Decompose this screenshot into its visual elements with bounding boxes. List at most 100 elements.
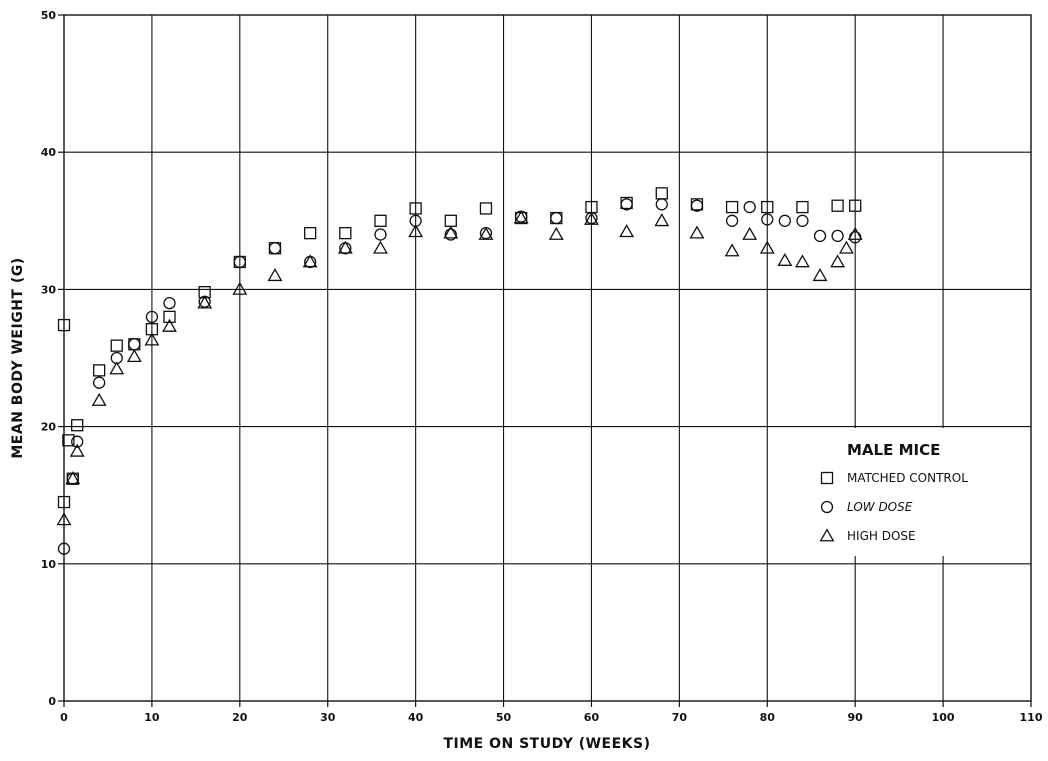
- triangle-marker: [197, 295, 213, 309]
- circle-marker: [233, 255, 246, 269]
- circle-marker: [796, 214, 809, 227]
- x-tick-label: 60: [584, 711, 600, 724]
- x-axis-title: TIME ON STUDY (WEEKS): [443, 736, 650, 752]
- triangle-marker: [838, 240, 854, 254]
- y-tick-label: 40: [41, 146, 57, 159]
- legend-label: LOW DOSE: [847, 500, 913, 514]
- square-marker: [761, 200, 774, 214]
- x-tick-label: 90: [848, 711, 864, 724]
- circle-marker: [778, 214, 792, 227]
- triangle-marker: [408, 224, 424, 238]
- square-marker: [339, 226, 352, 240]
- triangle-marker: [337, 240, 353, 254]
- square-marker: [444, 214, 457, 227]
- circle-marker: [374, 228, 387, 241]
- triangle-marker: [724, 243, 740, 257]
- legend-square-icon: [820, 471, 834, 485]
- triangle-marker: [65, 471, 81, 485]
- x-tick-label: 20: [232, 711, 248, 724]
- x-tick-label: 40: [408, 711, 424, 724]
- triangle-marker: [126, 348, 142, 363]
- triangle-marker: [56, 512, 72, 526]
- triangle-marker: [478, 226, 494, 240]
- y-tick-label: 50: [41, 9, 57, 22]
- square-marker: [71, 419, 84, 432]
- legend-background: [815, 428, 1015, 556]
- y-tick-label: 10: [41, 558, 57, 571]
- square-marker: [62, 434, 75, 447]
- square-marker: [303, 226, 317, 240]
- triangle-marker: [144, 332, 160, 346]
- legend-items: MATCHED CONTROL LOW DOSE HIGH DOSE: [819, 471, 968, 543]
- circle-marker: [71, 435, 84, 448]
- circle-marker: [813, 229, 827, 243]
- triangle-marker: [232, 281, 248, 295]
- series-square: [57, 187, 862, 509]
- square-marker: [849, 199, 862, 212]
- circle-marker: [57, 542, 71, 555]
- circle-marker: [145, 310, 159, 323]
- axis-ticks: 0 10 20 30 40 50 60 70 80 90 100 110 0 10 20 30 40 50: [41, 9, 1043, 724]
- triangle-marker: [812, 268, 828, 282]
- x-tick-label: 70: [672, 711, 688, 724]
- circle-marker: [725, 214, 739, 227]
- circle-marker: [761, 213, 774, 226]
- square-marker: [409, 202, 422, 215]
- y-tick-label: 0: [48, 695, 56, 708]
- triangle-marker: [847, 226, 863, 240]
- square-marker: [479, 202, 493, 215]
- circle-marker: [743, 200, 756, 214]
- triangle-marker: [654, 213, 670, 227]
- grid-lines: [64, 15, 1031, 701]
- legend-title: MALE MICE: [847, 441, 940, 459]
- legend-label: HIGH DOSE: [847, 529, 916, 543]
- triangle-marker: [584, 211, 599, 225]
- square-marker: [796, 200, 809, 214]
- data-markers: [56, 187, 863, 555]
- x-tick-label: 110: [1020, 711, 1043, 724]
- square-marker: [163, 310, 176, 323]
- square-marker: [655, 187, 668, 200]
- triangle-marker: [830, 254, 846, 268]
- circle-marker: [620, 198, 633, 211]
- legend-circle-icon: [820, 500, 834, 514]
- square-marker: [725, 200, 739, 214]
- square-marker: [93, 364, 106, 377]
- square-marker: [831, 199, 844, 212]
- triangle-marker: [513, 210, 529, 224]
- triangle-marker: [742, 226, 758, 240]
- series-circle: [57, 198, 862, 555]
- triangle-marker: [69, 443, 85, 457]
- triangle-marker: [548, 226, 564, 240]
- circle-marker: [163, 296, 176, 310]
- x-tick-label: 30: [320, 711, 336, 724]
- circle-marker: [655, 198, 668, 211]
- circle-marker: [93, 376, 106, 389]
- triangle-marker: [794, 254, 810, 268]
- y-tick-label: 20: [41, 421, 57, 434]
- legend-triangle-icon: [819, 528, 835, 542]
- x-tick-label: 80: [760, 711, 776, 724]
- circle-marker: [690, 199, 704, 212]
- triangle-marker: [267, 268, 283, 282]
- triangle-marker: [109, 361, 125, 375]
- triangle-marker: [302, 254, 318, 268]
- series-triangle: [56, 210, 863, 526]
- plot-area-frame: [63, 14, 1032, 702]
- circle-marker: [444, 228, 457, 241]
- triangle-marker: [373, 240, 388, 254]
- triangle-marker: [777, 252, 793, 266]
- circle-marker: [268, 242, 282, 255]
- square-marker: [57, 495, 71, 509]
- circle-marker: [128, 338, 141, 351]
- square-marker: [57, 318, 71, 332]
- x-tick-label: 0: [60, 711, 68, 724]
- legend: MALE MICE MATCHED CONTROL LOW DOSE HIGH DO…: [815, 428, 1015, 556]
- circle-marker: [550, 211, 563, 225]
- legend-label: MATCHED CONTROL: [847, 471, 968, 485]
- x-tick-label: 100: [932, 711, 955, 724]
- circle-marker: [831, 229, 844, 243]
- x-tick-label: 10: [144, 711, 160, 724]
- y-tick-label: 30: [41, 283, 57, 296]
